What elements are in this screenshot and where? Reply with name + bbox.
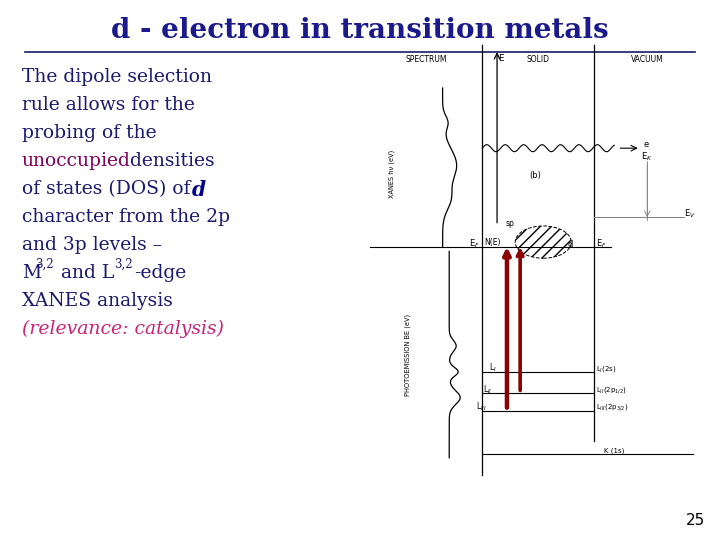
Text: 3,2: 3,2 xyxy=(35,258,53,271)
Text: SPECTRUM: SPECTRUM xyxy=(405,55,447,64)
Text: and L: and L xyxy=(55,264,114,282)
Text: PHOTOEMISSION BE (eV): PHOTOEMISSION BE (eV) xyxy=(405,314,411,396)
Text: E$_K$: E$_K$ xyxy=(641,150,652,163)
Text: (b): (b) xyxy=(529,171,541,180)
Text: L$_{III}$: L$_{III}$ xyxy=(476,401,487,413)
Text: -edge: -edge xyxy=(134,264,186,282)
Text: 25: 25 xyxy=(685,513,705,528)
Text: of states (DOS) of: of states (DOS) of xyxy=(22,180,197,198)
Text: XANES hν (eV): XANES hν (eV) xyxy=(388,150,395,198)
Text: d - electron in transition metals: d - electron in transition metals xyxy=(111,17,609,44)
Text: XANES analysis: XANES analysis xyxy=(22,292,173,310)
Text: (relevance: catalysis): (relevance: catalysis) xyxy=(22,320,224,338)
Text: L$_I$: L$_I$ xyxy=(490,362,497,374)
Bar xyxy=(370,45,700,475)
Text: probing of the: probing of the xyxy=(22,124,157,142)
Text: SOLID: SOLID xyxy=(527,55,550,64)
Text: VACUUM: VACUUM xyxy=(631,55,664,64)
Text: E$_V$: E$_V$ xyxy=(685,207,696,219)
Text: sp: sp xyxy=(505,219,514,227)
Text: K (1s): K (1s) xyxy=(604,448,625,454)
Text: 3,2: 3,2 xyxy=(114,258,132,271)
Text: E: E xyxy=(498,53,504,63)
Text: L$_{III}$(2p$_{3/2}$): L$_{III}$(2p$_{3/2}$) xyxy=(596,403,629,413)
Text: E$_F$: E$_F$ xyxy=(469,237,480,249)
Text: character from the 2p: character from the 2p xyxy=(22,208,230,226)
Text: The dipole selection: The dipole selection xyxy=(22,68,212,86)
Text: d: d xyxy=(192,180,206,200)
Text: L$_{II}$: L$_{II}$ xyxy=(482,383,492,396)
Text: M: M xyxy=(22,264,41,282)
Text: and 3p levels –: and 3p levels – xyxy=(22,236,162,254)
Text: L$_{II}$(2p$_{1/2}$): L$_{II}$(2p$_{1/2}$) xyxy=(596,386,627,396)
Text: densities: densities xyxy=(124,152,215,170)
Text: e: e xyxy=(644,140,649,149)
Text: E$_F$: E$_F$ xyxy=(596,237,607,249)
Text: d: d xyxy=(568,240,573,249)
Text: rule allows for the: rule allows for the xyxy=(22,96,195,114)
Text: L$_I$(2s): L$_I$(2s) xyxy=(596,364,617,374)
Text: N(E): N(E) xyxy=(484,238,500,247)
Text: unoccupied: unoccupied xyxy=(22,152,131,170)
